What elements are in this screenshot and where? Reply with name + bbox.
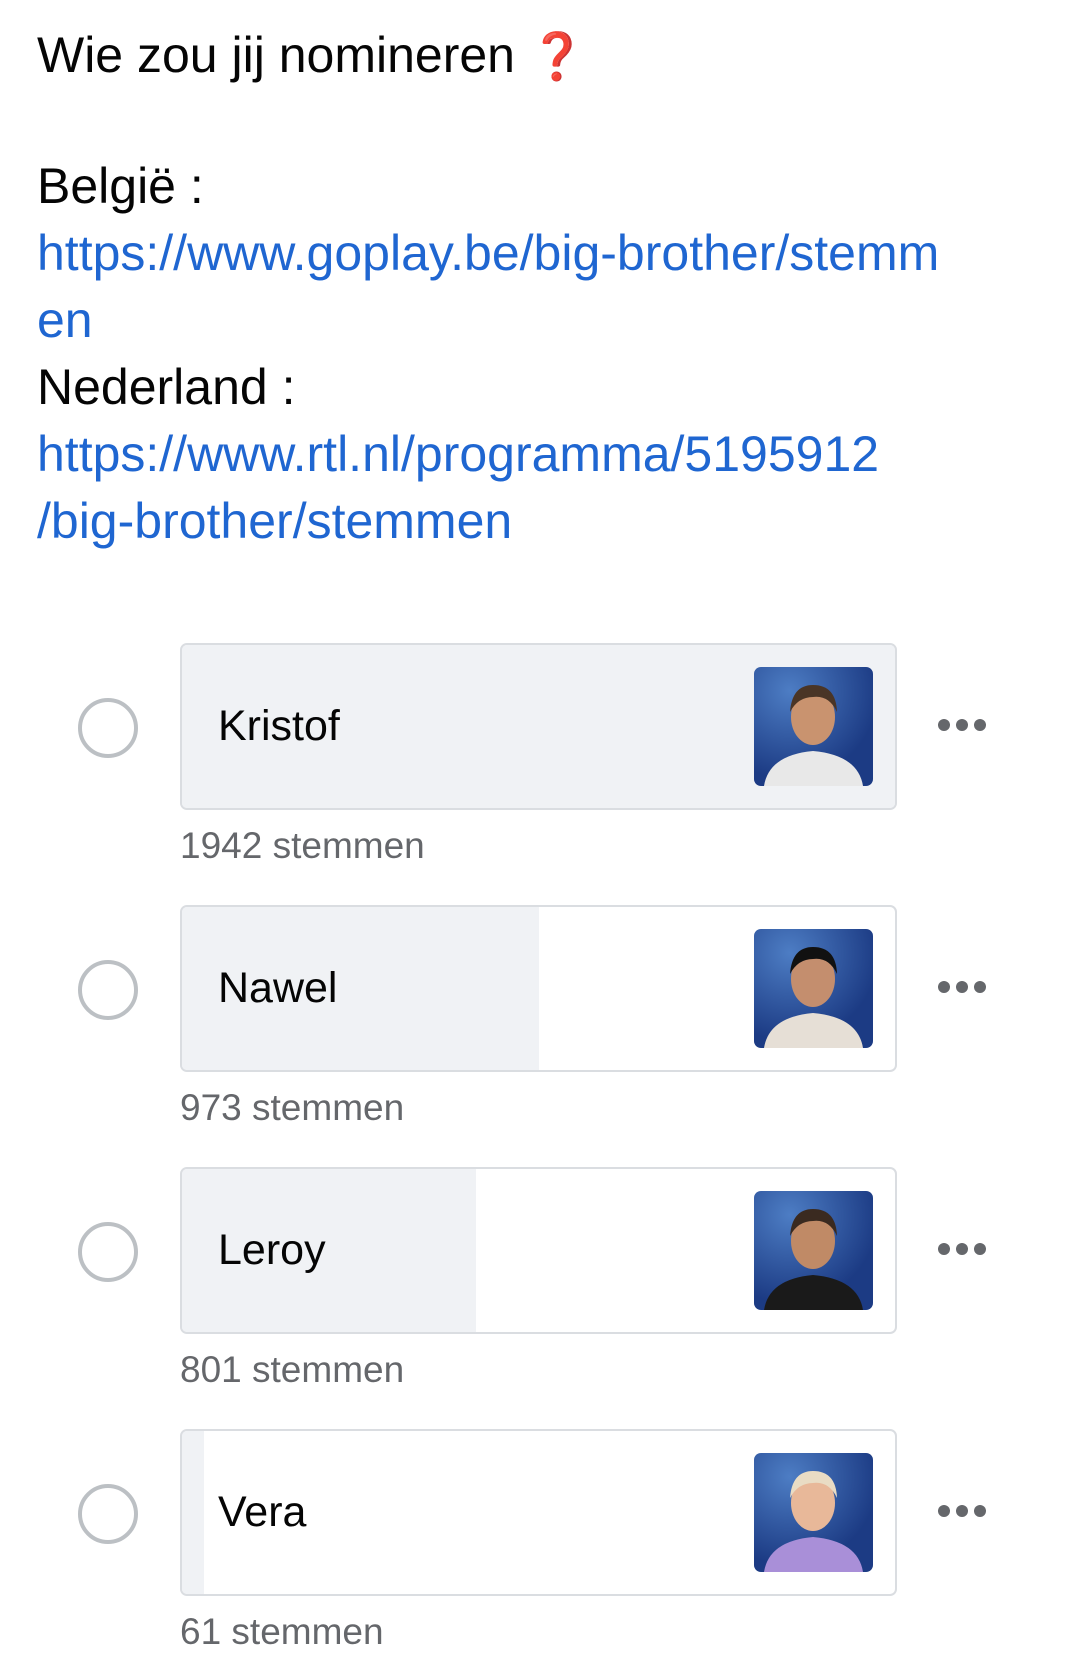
candidate-photo — [754, 1453, 873, 1572]
candidate-photo — [754, 929, 873, 1048]
option-name: Kristof — [218, 702, 340, 750]
rtl-link-line2[interactable]: /big-brother/stemmen — [37, 493, 513, 549]
goplay-link[interactable]: https://www.goplay.be/big-brother/stemm e… — [37, 220, 1047, 354]
rtl-link[interactable]: https://www.rtl.nl/programma/5195912/big… — [37, 421, 1047, 555]
post-text: Wie zou jij nomineren ❓ België : https:/… — [37, 22, 1047, 555]
question-mark-icon: ❓ — [528, 30, 587, 82]
radio-button[interactable] — [78, 698, 138, 758]
poll-option: Vera 61 stemmen — [0, 1429, 1080, 1659]
option-name: Nawel — [218, 964, 338, 1012]
poll-option-card[interactable]: Nawel — [180, 905, 897, 1072]
poll-option: Leroy 801 stemmen — [0, 1167, 1080, 1397]
more-options-icon[interactable] — [938, 713, 990, 737]
post-title: Wie zou jij nomineren ❓ — [37, 27, 587, 83]
vote-count: 801 stemmen — [180, 1349, 405, 1390]
more-options-icon[interactable] — [938, 1237, 990, 1261]
poll-option-card[interactable]: Leroy — [180, 1167, 897, 1334]
rtl-link-line1[interactable]: https://www.rtl.nl/programma/5195912 — [37, 426, 880, 482]
radio-button[interactable] — [78, 960, 138, 1020]
vote-bar-fill — [182, 1169, 477, 1332]
goplay-link-line2[interactable]: en — [37, 292, 93, 348]
poll-option-card[interactable]: Kristof — [180, 643, 897, 810]
more-options-icon[interactable] — [938, 1499, 990, 1523]
candidate-photo — [754, 1191, 873, 1310]
poll-option-card[interactable]: Vera — [180, 1429, 897, 1596]
vote-bar-fill — [182, 907, 540, 1070]
radio-button[interactable] — [78, 1484, 138, 1544]
belgie-label: België : — [37, 158, 204, 214]
vote-count: 1942 stemmen — [180, 825, 425, 866]
nederland-label: Nederland : — [37, 359, 296, 415]
poll-option: Nawel 973 stemmen — [0, 905, 1080, 1135]
option-name: Vera — [218, 1488, 307, 1536]
vote-count: 61 stemmen — [180, 1611, 384, 1652]
option-name: Leroy — [218, 1226, 326, 1274]
poll-option: Kristof 1942 stemmen — [0, 643, 1080, 873]
vote-count: 973 stemmen — [180, 1087, 405, 1128]
more-options-icon[interactable] — [938, 975, 990, 999]
candidate-photo — [754, 667, 873, 786]
goplay-link-line1[interactable]: https://www.goplay.be/big-brother/stemm — [37, 225, 940, 281]
vote-bar-fill — [182, 1431, 205, 1594]
radio-button[interactable] — [78, 1222, 138, 1282]
